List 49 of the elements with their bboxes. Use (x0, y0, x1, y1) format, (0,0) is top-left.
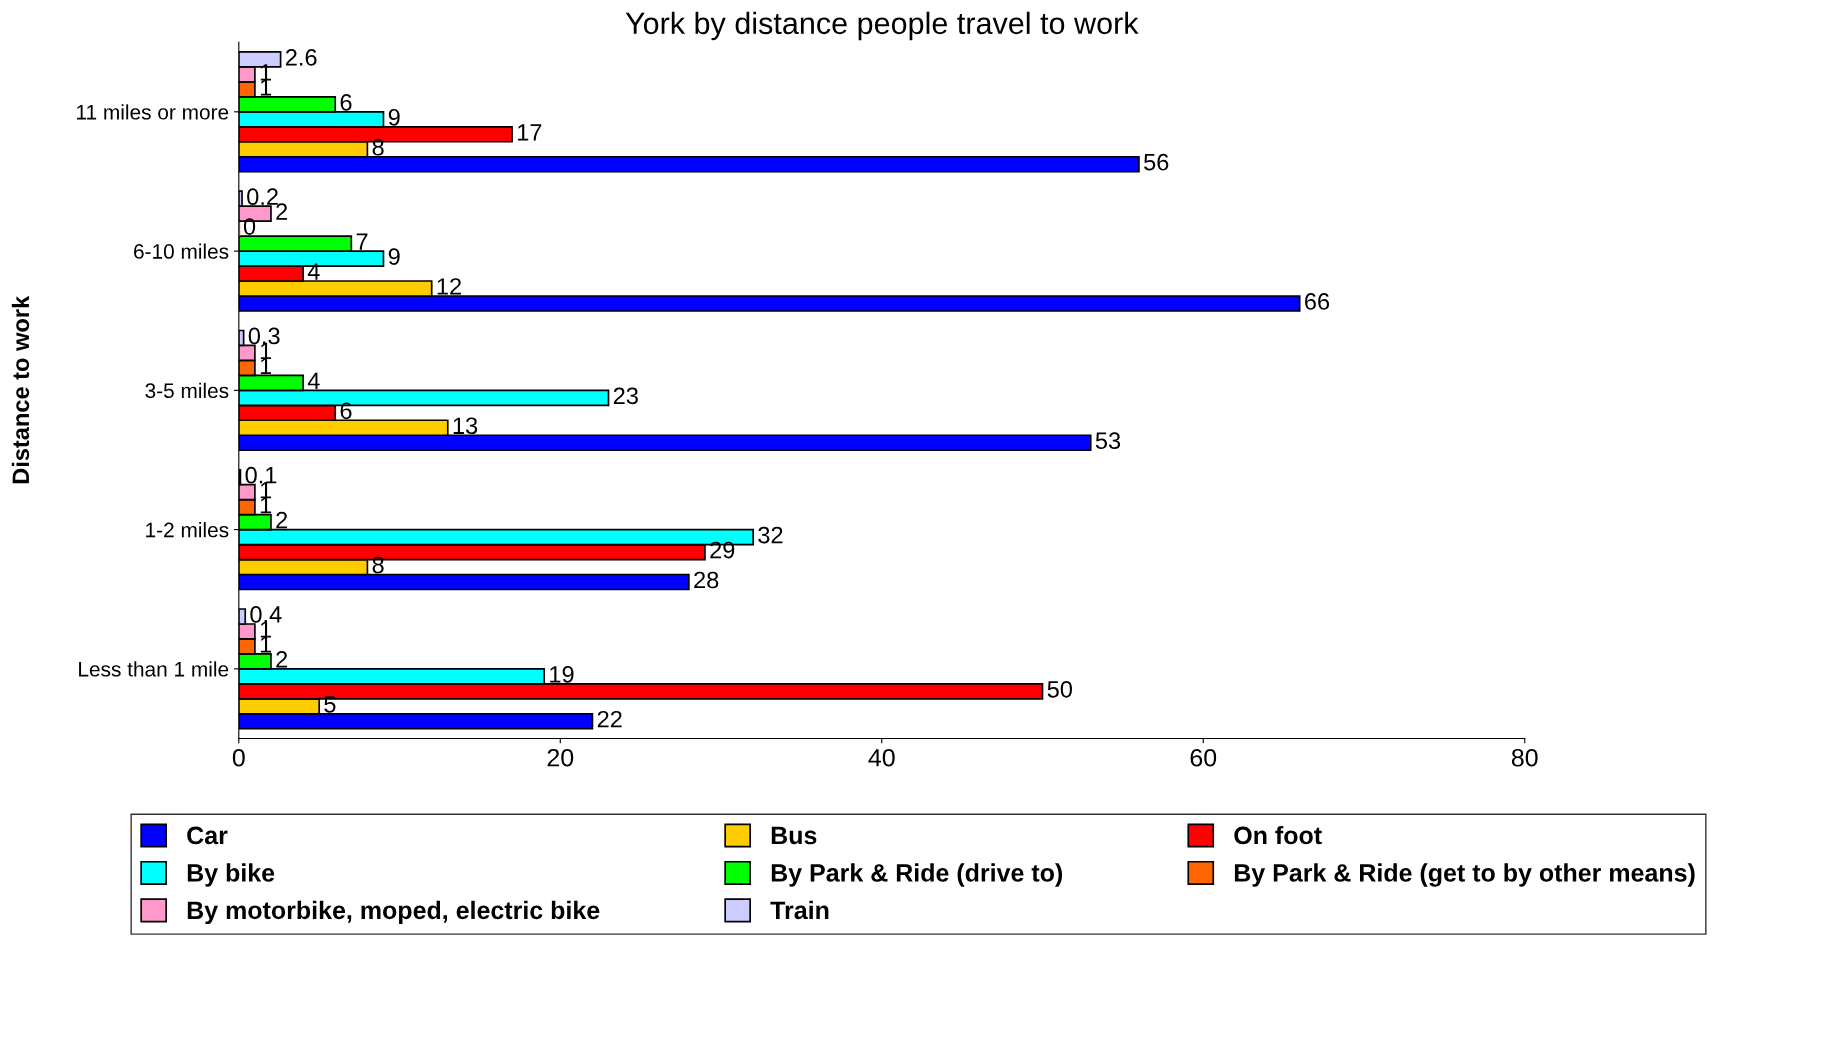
data-label: 5 (324, 696, 336, 713)
data-label: 22 (597, 710, 622, 728)
data-label: 17 (518, 124, 542, 141)
data-label: 19 (550, 665, 574, 683)
data-label: 53 (1095, 432, 1121, 450)
data-label: 2 (276, 511, 288, 529)
x-tick-label: 40 (868, 748, 895, 767)
data-label: 23 (613, 387, 638, 405)
data-label: 2 (276, 651, 288, 668)
y-tick-label: 3-5 miles (145, 382, 229, 399)
x-tick-label: 0 (232, 748, 245, 767)
data-label: 13 (453, 417, 478, 435)
y-axis-title: Distance to work (11, 295, 30, 484)
legend-label: Train (770, 900, 829, 920)
data-label: 28 (694, 571, 719, 589)
data-label: 56 (1144, 153, 1169, 171)
legend-label: Bus (771, 826, 817, 845)
y-tick-label: 6-10 miles (134, 243, 229, 259)
data-label: 66 (1305, 293, 1330, 310)
data-label: 8 (372, 138, 384, 156)
data-label: 0.2 (247, 188, 278, 206)
y-tick-label: 1-2 miles (146, 522, 229, 538)
data-label: 4 (307, 372, 320, 389)
legend-label: Car (187, 826, 228, 845)
legend-label: By motorbike, moped, electric bike (187, 900, 600, 925)
x-tick-label: 80 (1511, 748, 1538, 767)
legend-label: On foot (1234, 825, 1322, 845)
data-label: 9 (388, 108, 400, 126)
chart-title: York by distance people travel to work (625, 11, 1139, 41)
data-label: 0.1 (245, 466, 277, 484)
data-label: 2 (276, 203, 288, 220)
data-label: 2.6 (285, 49, 317, 66)
legend-label: By Park & Ride (get to by other means) (1234, 863, 1695, 887)
x-tick-label: 60 (1190, 748, 1217, 767)
data-label: 9 (388, 248, 400, 265)
data-label: 0.4 (250, 606, 282, 623)
data-label: 1 (260, 636, 272, 653)
x-tick-label: 20 (547, 748, 574, 767)
data-label: 7 (356, 233, 368, 250)
data-label: 1 (260, 79, 272, 96)
data-label: 12 (437, 278, 461, 295)
legend-label: By bike (187, 863, 275, 887)
y-tick-label: 11 miles or more (77, 104, 229, 120)
data-label: 32 (758, 526, 783, 544)
data-label: 6 (340, 93, 352, 111)
data-label: 8 (372, 556, 384, 574)
legend-label: By Park & Ride (drive to) (771, 863, 1063, 887)
data-label: 50 (1047, 680, 1072, 698)
y-tick-label: Less than 1 mile (79, 661, 229, 677)
